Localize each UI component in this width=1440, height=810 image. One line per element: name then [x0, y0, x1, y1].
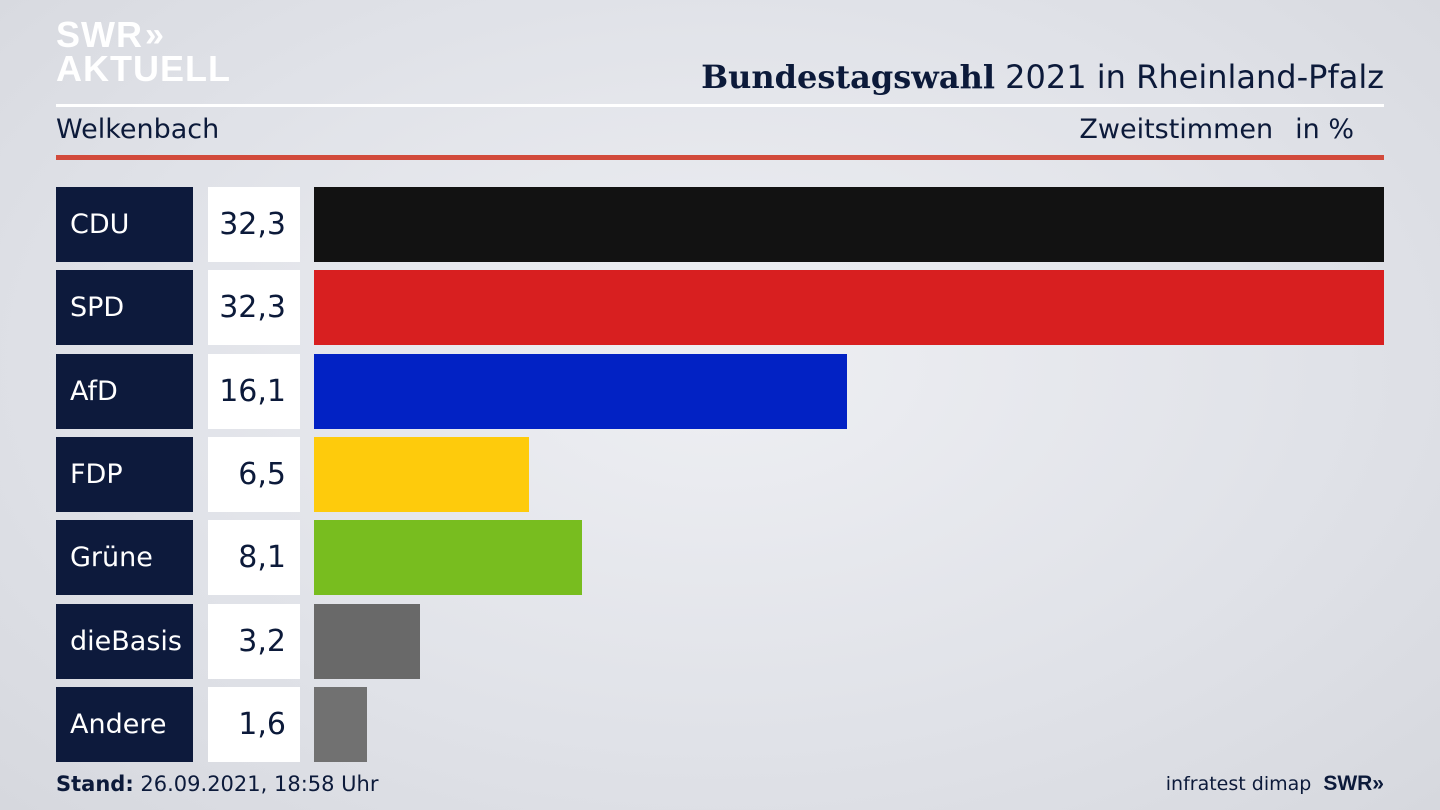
vote-type-text: Zweitstimmen — [1079, 114, 1274, 145]
value-label: 6,5 — [208, 437, 300, 512]
party-label: FDP — [56, 437, 193, 512]
stand-value: 26.09.2021, 18:58 Uhr — [133, 772, 379, 796]
value-label: 8,1 — [208, 520, 300, 595]
value-label: 1,6 — [208, 687, 300, 762]
logo-text-aktuell: AKTUELL — [56, 48, 231, 89]
value-label: 32,3 — [208, 270, 300, 345]
party-label: AfD — [56, 354, 193, 429]
bar — [314, 437, 529, 512]
location-label: Welkenbach — [56, 114, 220, 145]
logo-chevron-icon: » — [145, 16, 164, 54]
accent-divider — [56, 155, 1384, 160]
title-rest: 2021 in Rheinland-Pfalz — [995, 58, 1384, 96]
party-label: Andere — [56, 687, 193, 762]
value-label: 32,3 — [208, 187, 300, 262]
header-divider — [56, 104, 1384, 107]
vote-type-label: Zweitstimmen in % — [1079, 114, 1354, 145]
bar — [314, 187, 1384, 262]
bar-row: CDU 32,3 — [56, 187, 1384, 262]
party-label: SPD — [56, 270, 193, 345]
bar — [314, 354, 847, 429]
swr-aktuell-logo: SWR» AKTUELL — [56, 14, 231, 89]
party-label: Grüne — [56, 520, 193, 595]
value-label: 16,1 — [208, 354, 300, 429]
stand-label: Stand: — [56, 772, 134, 796]
party-label: dieBasis — [56, 604, 193, 679]
title-bold: Bundestagswahl — [701, 58, 995, 96]
bar — [314, 520, 582, 595]
timestamp: Stand: 26.09.2021, 18:58 Uhr — [56, 772, 379, 796]
logo-text-swr: SWR — [56, 14, 143, 55]
source-label: infratest dimap — [1165, 773, 1312, 795]
bar-row: AfD 16,1 — [56, 354, 1384, 429]
bar-row: dieBasis 3,2 — [56, 604, 1384, 679]
bar-row: Grüne 8,1 — [56, 520, 1384, 595]
unit-label: in % — [1295, 114, 1354, 145]
source-credit: infratest dimap SWR» — [1166, 772, 1384, 796]
bar — [314, 604, 420, 679]
party-label: CDU — [56, 187, 193, 262]
bar-row: SPD 32,3 — [56, 270, 1384, 345]
bar-row: Andere 1,6 — [56, 687, 1384, 762]
swr-footer-logo: SWR» — [1323, 772, 1384, 795]
page-title: Bundestagswahl 2021 in Rheinland-Pfalz — [701, 58, 1384, 96]
bar — [314, 687, 367, 762]
bar — [314, 270, 1384, 345]
value-label: 3,2 — [208, 604, 300, 679]
bar-row: FDP 6,5 — [56, 437, 1384, 512]
